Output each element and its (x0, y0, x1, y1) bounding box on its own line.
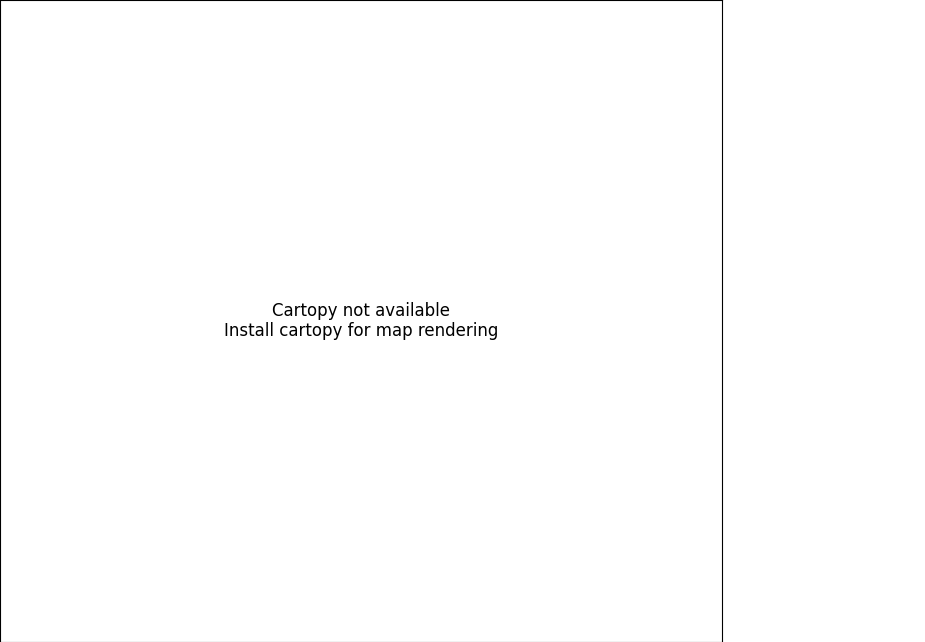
Text: Cartopy not available
Install cartopy for map rendering: Cartopy not available Install cartopy fo… (224, 302, 498, 340)
